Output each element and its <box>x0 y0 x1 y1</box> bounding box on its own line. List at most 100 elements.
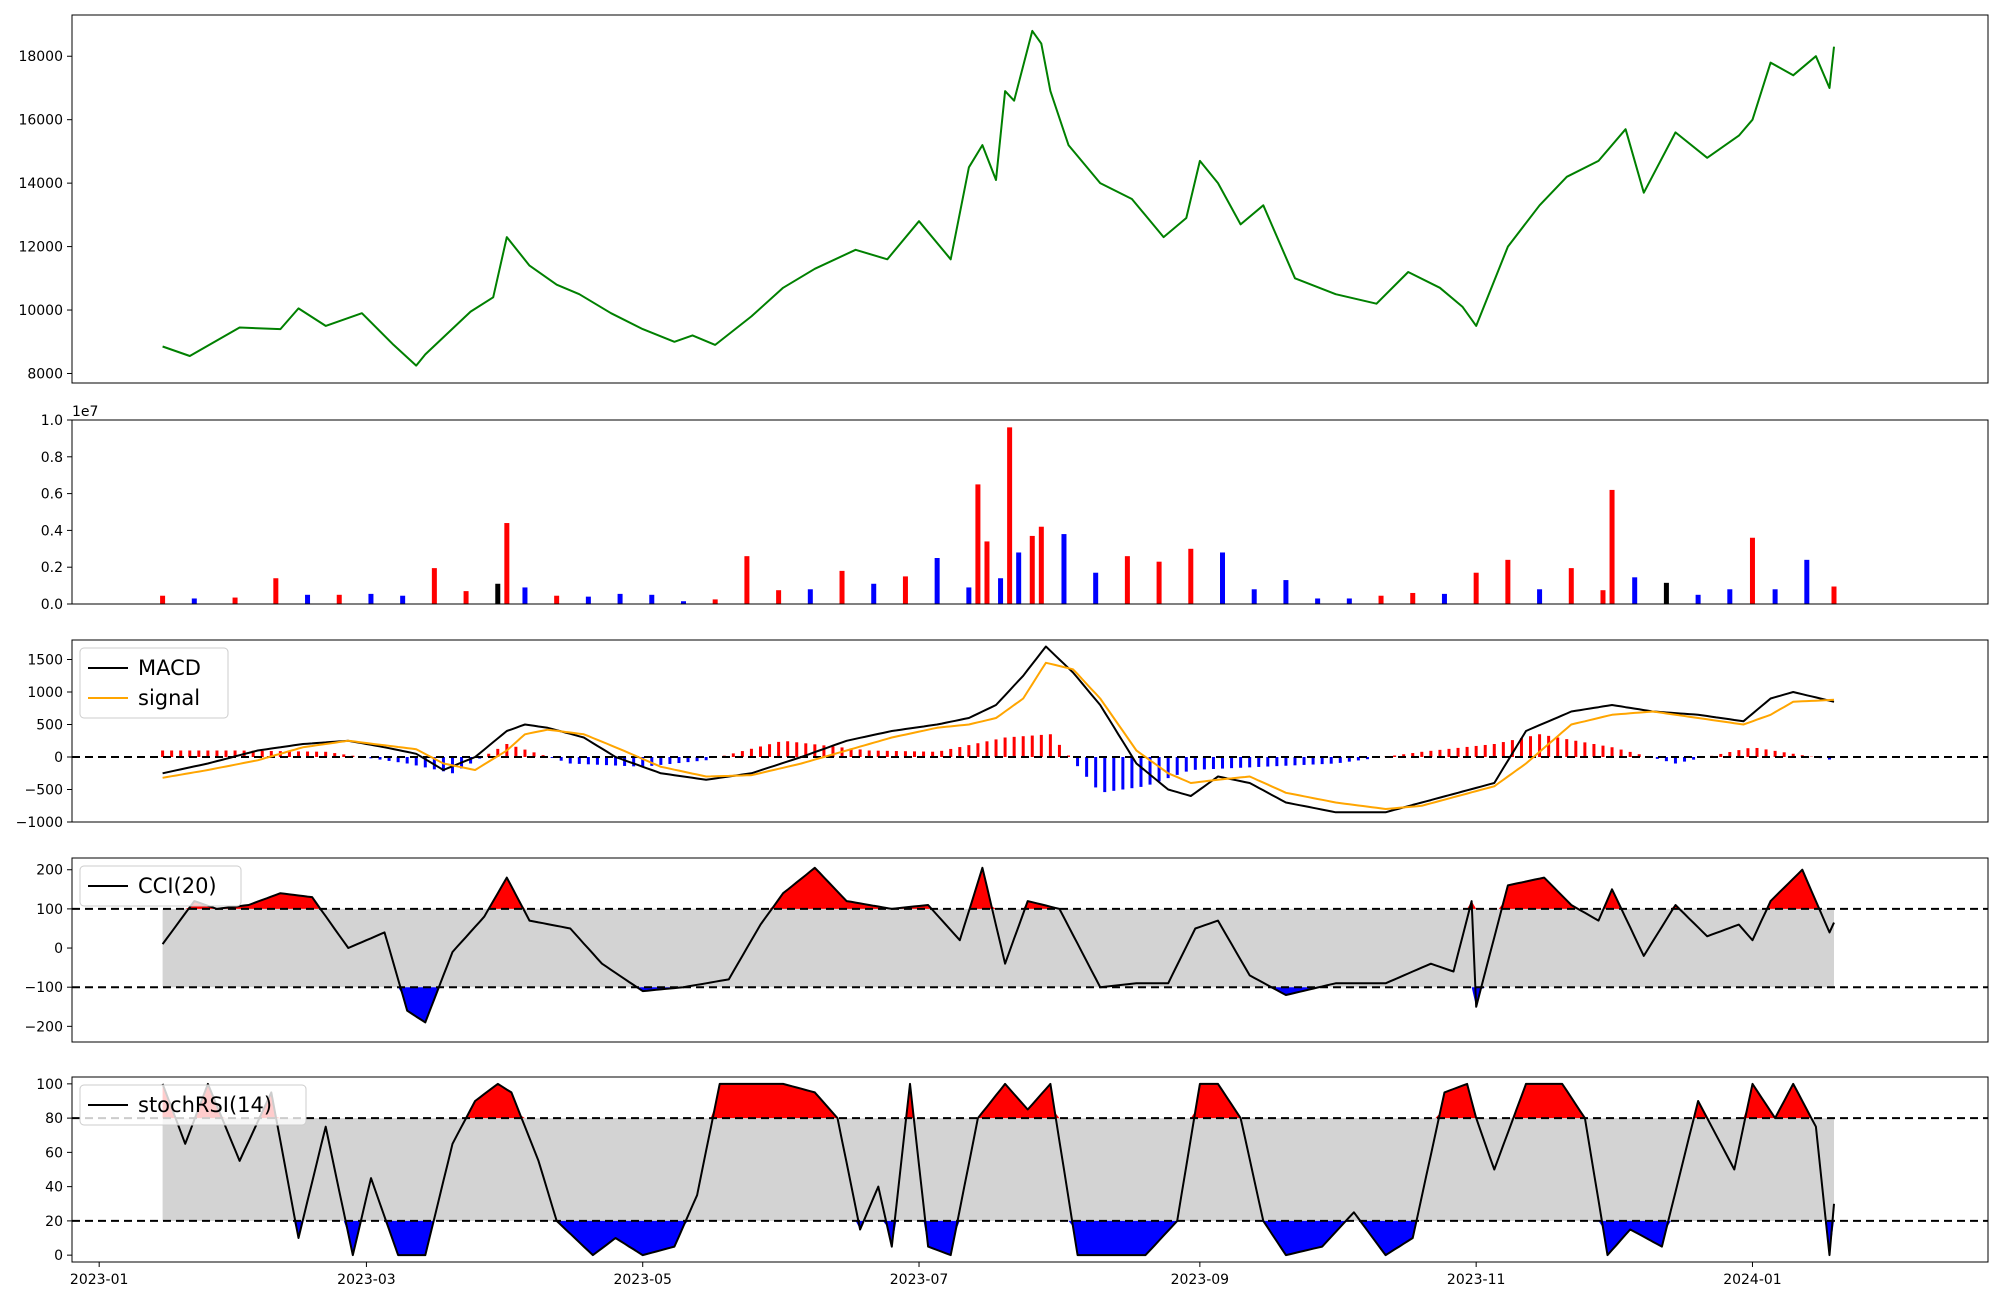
macd-hist-bar-272 <box>1393 755 1397 757</box>
macd-hist-bar-290 <box>1474 745 1478 757</box>
macd-hist-bar-274 <box>1402 754 1406 757</box>
macd-hist-bar-28 <box>287 751 291 757</box>
x-tick-label-5: 2023-11 <box>1447 1272 1506 1288</box>
volume-bar-18 <box>712 599 718 604</box>
macd-y-label-1: −500 <box>25 783 63 799</box>
macd-hist-bar-202 <box>1076 757 1080 767</box>
x-tick-label-3: 2023-07 <box>890 1272 949 1288</box>
marks-layer <box>72 29 1988 1257</box>
volume-bar-25 <box>934 558 940 604</box>
macd-hist-bar-172 <box>940 750 944 757</box>
volume-bar-55 <box>1695 594 1701 604</box>
volume-bar-43 <box>1346 598 1352 604</box>
volume-bar-34 <box>1061 534 1067 604</box>
macd-hist-bar-302 <box>1529 736 1533 757</box>
macd-hist-bar-216 <box>1139 757 1143 787</box>
macd-hist-bar-96 <box>595 757 599 765</box>
macd-hist-bar-78 <box>514 746 518 757</box>
macd-hist-bar-136 <box>777 741 781 757</box>
macd-hist-bar-8 <box>197 750 201 757</box>
macd-hist-bar-68 <box>469 757 473 764</box>
volume-bar-20 <box>776 590 782 604</box>
macd-hist-bar-314 <box>1583 742 1587 757</box>
macd-hist-bar-24 <box>269 750 273 757</box>
macd-hist-bar-4 <box>179 750 183 757</box>
cci-y-label-1: −100 <box>25 980 63 996</box>
macd-hist-bar-112 <box>668 757 672 764</box>
volume-bar-33 <box>1038 526 1044 604</box>
macd-hist-bar-214 <box>1130 757 1134 789</box>
macd-hist-bar-308 <box>1556 737 1560 757</box>
macd-hist-bar-86 <box>550 757 554 758</box>
volume-y-label-1: 0.2 <box>41 560 63 576</box>
macd-hist-bar-300 <box>1519 738 1523 757</box>
volume-bar-44 <box>1378 595 1384 604</box>
price-y-label-4: 16000 <box>18 113 63 129</box>
stoch-panel-frame <box>71 1076 1989 1263</box>
volume-bar-32 <box>1029 535 1035 604</box>
macd-hist-bar-102 <box>623 757 627 766</box>
macd-hist-bar-212 <box>1121 757 1125 790</box>
macd-hist-bar-152 <box>849 748 853 757</box>
volume-bar-29 <box>998 578 1004 604</box>
macd-hist-bar-180 <box>976 743 980 757</box>
macd-hist-bar-116 <box>686 757 690 763</box>
macd-hist-bar-248 <box>1284 757 1288 766</box>
macd-hist-bar-286 <box>1456 747 1460 757</box>
macd-hist-bar-16 <box>233 750 237 757</box>
stoch-y-label-0: 0 <box>54 1248 63 1264</box>
macd-hist-bar-322 <box>1619 749 1623 757</box>
macd-hist-bar-278 <box>1420 751 1424 757</box>
macd-hist-bar-190 <box>1021 736 1025 757</box>
macd-hist-bar-156 <box>867 750 871 757</box>
macd-hist-bar-310 <box>1565 739 1569 757</box>
volume-bar-12 <box>522 587 528 604</box>
volume-bar-47 <box>1473 572 1479 604</box>
frames-layer <box>67 14 1989 1267</box>
macd-hist-bar-54 <box>405 757 409 764</box>
macd-hist-bar-118 <box>695 757 699 762</box>
volume-bar-9 <box>463 591 469 604</box>
volume-bar-1 <box>191 598 197 604</box>
volume-bar-0 <box>160 595 166 604</box>
macd-hist-bar-36 <box>324 751 328 757</box>
macd-hist-bar-338 <box>1692 757 1696 760</box>
macd-hist-bar-106 <box>641 757 645 767</box>
macd-hist-bar-192 <box>1030 735 1034 757</box>
macd-hist-bar-346 <box>1728 752 1732 757</box>
macd-hist-bar-222 <box>1166 757 1170 779</box>
macd-hist-bar-104 <box>632 757 636 767</box>
volume-bar-4 <box>305 594 311 604</box>
macd-hist-bar-232 <box>1211 757 1215 769</box>
volume-bar-23 <box>871 583 877 604</box>
macd-hist-bar-170 <box>931 751 935 757</box>
macd-hist-bar-280 <box>1429 750 1433 757</box>
macd-hist-bar-160 <box>885 750 889 757</box>
macd-hist-bar-92 <box>577 757 581 764</box>
cci-band <box>162 908 1834 988</box>
volume-bar-2 <box>232 597 238 604</box>
x-tick-label-6: 2024-01 <box>1723 1272 1782 1288</box>
macd-hist-bar-332 <box>1664 757 1668 762</box>
x-tick-label-1: 2023-03 <box>337 1272 396 1288</box>
volume-bar-11 <box>504 523 510 604</box>
stoch-band <box>162 1118 1834 1221</box>
macd-hist-bar-240 <box>1248 757 1252 768</box>
cci-over <box>162 867 1834 909</box>
macd-hist-bar-108 <box>650 757 654 766</box>
volume-bar-56 <box>1727 589 1733 604</box>
macd-y-label-2: 0 <box>54 750 63 766</box>
macd-hist-bar-164 <box>903 751 907 757</box>
macd-hist-bar-236 <box>1230 757 1234 769</box>
volume-bar-14 <box>585 596 591 604</box>
macd-hist-bar-360 <box>1791 753 1795 757</box>
macd-hist-bar-210 <box>1112 757 1116 791</box>
stoch-y-label-5: 100 <box>36 1077 63 1093</box>
macd-hist-bar-80 <box>523 749 527 757</box>
macd-hist-bar-312 <box>1574 740 1578 757</box>
macd-hist-bar-220 <box>1157 757 1161 782</box>
price-panel-frame <box>71 14 1989 384</box>
volume-bar-30 <box>1007 427 1013 604</box>
macd-hist-bar-140 <box>795 742 799 757</box>
macd-hist-bar-266 <box>1365 757 1369 760</box>
